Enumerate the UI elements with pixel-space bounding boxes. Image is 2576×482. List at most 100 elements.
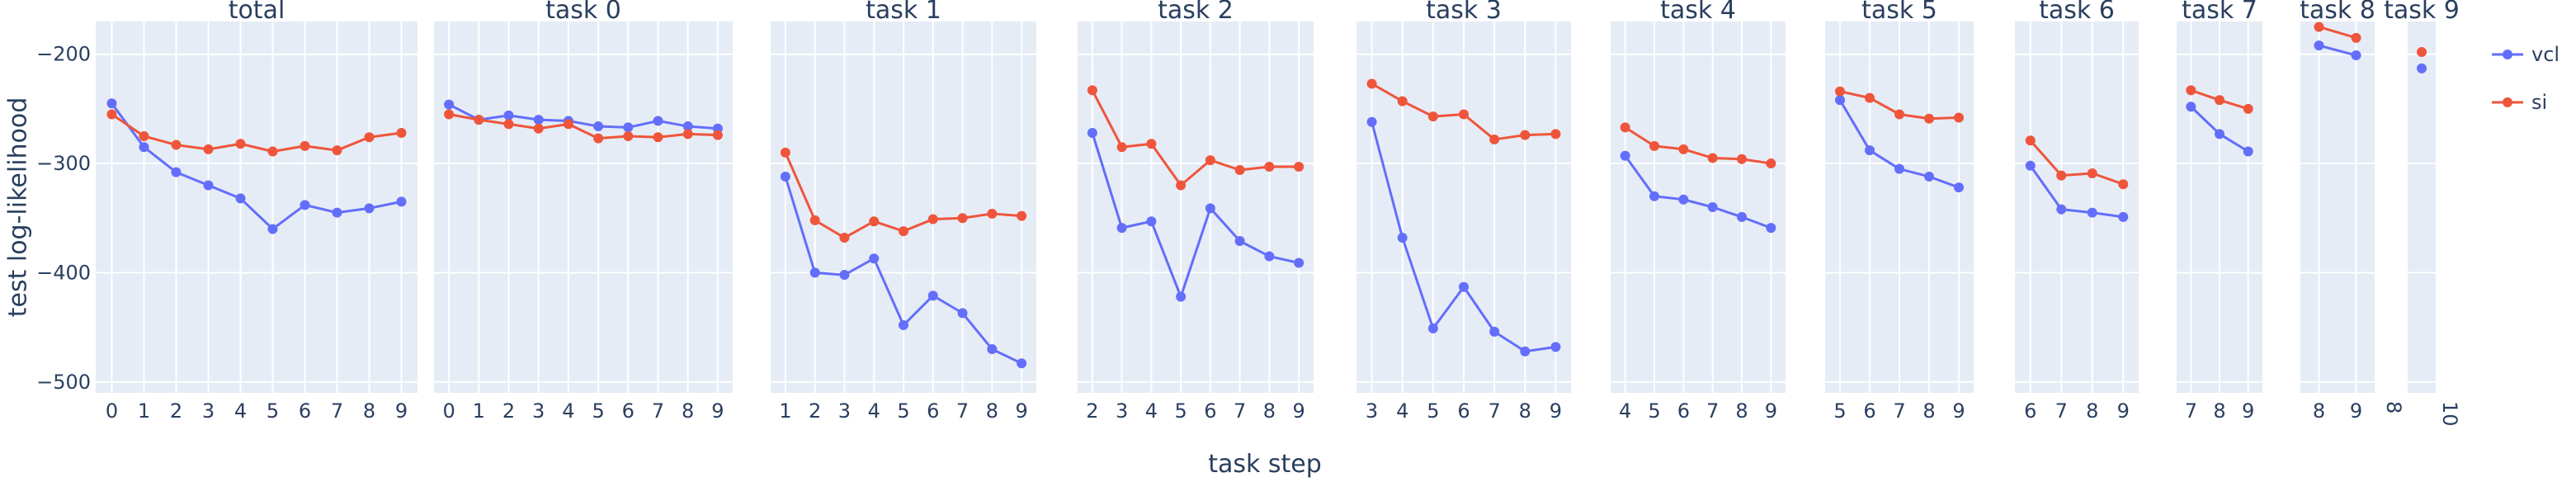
data-point-si xyxy=(2351,32,2361,43)
x-tick-label: 8 xyxy=(2213,399,2225,423)
legend-label-si: si xyxy=(2531,91,2547,114)
data-point-si xyxy=(1620,122,1630,133)
data-point-si xyxy=(474,115,484,125)
data-point-vcl xyxy=(139,142,149,153)
data-point-vcl xyxy=(106,98,117,109)
data-point-vcl xyxy=(267,224,278,234)
series-line-si xyxy=(111,113,402,153)
data-point-vcl xyxy=(1116,223,1127,234)
data-point-si xyxy=(1737,154,1747,164)
x-tick-label: 7 xyxy=(2055,399,2068,423)
x-tick-label: 6 xyxy=(1863,399,1875,423)
y-tick-label: −200 xyxy=(36,43,91,66)
data-point-vcl xyxy=(869,253,880,264)
x-tick-label: 1 xyxy=(779,399,791,423)
data-point-si xyxy=(332,145,342,156)
data-point-si xyxy=(563,119,573,130)
data-point-si xyxy=(809,215,820,225)
panel-background xyxy=(2300,21,2375,393)
data-point-vcl xyxy=(653,116,663,126)
data-point-vcl xyxy=(927,291,938,301)
series-line-si xyxy=(2029,139,2124,186)
data-point-vcl xyxy=(171,167,182,177)
data-point-si xyxy=(1678,144,1689,154)
data-point-vcl xyxy=(839,270,850,281)
legend-label-vcl: vcl xyxy=(2531,43,2559,66)
data-point-si xyxy=(2417,47,2427,58)
data-point-si xyxy=(1835,86,1845,97)
data-point-vcl xyxy=(1520,346,1531,357)
data-point-si xyxy=(2186,85,2196,96)
panel-title: task 6 xyxy=(2039,0,2115,25)
x-tick-label: 0 xyxy=(442,399,455,423)
data-point-vcl xyxy=(1678,194,1689,205)
x-tick-label: 6 xyxy=(927,399,939,423)
data-point-si xyxy=(203,144,214,154)
panel-background xyxy=(1078,21,1314,393)
x-tick-label: 6 xyxy=(1457,399,1470,423)
data-point-vcl xyxy=(1176,291,1187,302)
panel-background xyxy=(96,21,418,393)
x-tick-label: 3 xyxy=(202,399,215,423)
panel-task-4: 4 5 6 7 8 9 task 4 xyxy=(1611,0,1786,423)
data-point-vcl xyxy=(1205,203,1215,214)
panel-task-2: 2 3 4 5 6 7 8 9 task 2 xyxy=(1078,0,1314,423)
data-point-si xyxy=(1766,158,1776,169)
data-point-si xyxy=(1489,134,1500,144)
data-point-si xyxy=(623,130,634,141)
x-tick-label: 8 xyxy=(2086,399,2098,423)
data-point-si xyxy=(957,213,968,224)
data-point-vcl xyxy=(203,180,214,191)
panel-background xyxy=(2408,21,2436,393)
data-point-si xyxy=(1894,109,1904,120)
data-point-vcl xyxy=(1766,223,1776,234)
data-point-vcl xyxy=(1146,216,1157,227)
data-point-si xyxy=(1427,111,1438,122)
series-line-vcl xyxy=(448,103,719,130)
x-tick-label: 4 xyxy=(1145,399,1158,423)
panel-title: task 9 xyxy=(2384,0,2460,25)
data-point-si xyxy=(139,130,149,141)
series-line-vcl xyxy=(111,102,402,230)
panel-background xyxy=(434,21,733,393)
x-tick-label: 5 xyxy=(1174,399,1187,423)
x-tick-label: 8 xyxy=(1263,399,1276,423)
y-tick-label: −300 xyxy=(36,152,91,175)
x-tick-label: 6 xyxy=(622,399,635,423)
data-point-vcl xyxy=(1620,150,1630,161)
x-tick-label: 5 xyxy=(267,399,279,423)
data-point-vcl xyxy=(1294,258,1305,268)
series-line-vcl xyxy=(1091,132,1300,299)
data-point-vcl xyxy=(809,267,820,278)
x-tick-label: 3 xyxy=(1366,399,1378,423)
series-line-si xyxy=(448,113,718,140)
data-point-si xyxy=(987,208,998,219)
data-point-si xyxy=(533,123,544,134)
data-point-vcl xyxy=(1264,251,1275,262)
x-tick-label: 2 xyxy=(809,399,821,423)
data-point-si xyxy=(653,132,663,143)
x-tick-label: 6 xyxy=(1677,399,1690,423)
data-point-si xyxy=(1176,180,1187,191)
panel-task-6: 6 7 8 9 task 6 xyxy=(2015,0,2139,423)
x-tick-label: 8 xyxy=(1735,399,1748,423)
data-point-si xyxy=(396,128,407,138)
x-tick-label: 8 xyxy=(2382,401,2405,413)
data-point-vcl xyxy=(235,193,246,204)
x-tick-label: 3 xyxy=(532,399,545,423)
panel-title: task 5 xyxy=(1861,0,1937,25)
data-point-si xyxy=(780,147,790,158)
x-tick-label: 3 xyxy=(1116,399,1128,423)
panel-task-7: 7 8 9 task 7 xyxy=(2177,0,2262,423)
x-tick-label: 4 xyxy=(234,399,247,423)
x-tick-label: 9 xyxy=(711,399,724,423)
x-tick-label: 7 xyxy=(1234,399,1246,423)
data-point-si xyxy=(593,133,604,144)
data-point-vcl xyxy=(987,344,998,355)
data-point-si xyxy=(869,216,880,227)
panel-task-1: 1 2 3 4 5 6 7 8 9 task 1 xyxy=(771,0,1036,423)
data-point-si xyxy=(2025,135,2036,146)
data-point-vcl xyxy=(623,122,634,133)
